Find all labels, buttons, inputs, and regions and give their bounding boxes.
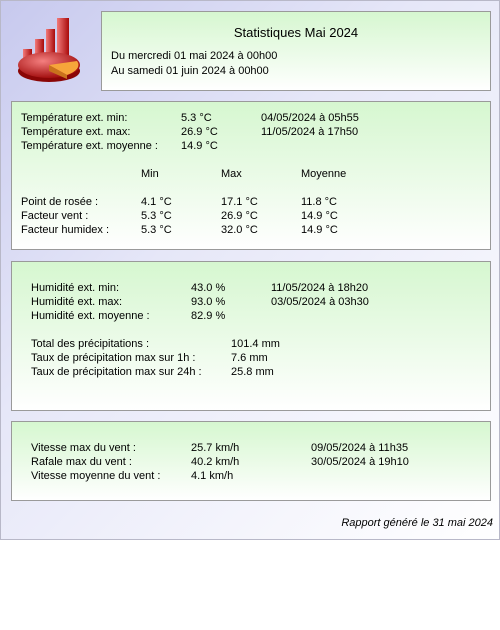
wind-avg-label: Vitesse moyenne du vent : xyxy=(31,470,161,482)
humidity-min-label: Humidité ext. min: xyxy=(31,282,120,294)
temp-min-value: 5.3 °C xyxy=(181,112,212,124)
windchill-avg: 14.9 °C xyxy=(301,210,338,222)
column-header-max: Max xyxy=(221,168,242,180)
wind-gust-date: 30/05/2024 à 19h10 xyxy=(311,456,409,468)
dewpoint-label: Point de rosée : xyxy=(21,196,99,208)
temp-max-value: 26.9 °C xyxy=(181,126,218,138)
precip-total-label: Total des précipitations : xyxy=(31,338,150,350)
humidity-max-label: Humidité ext. max: xyxy=(31,296,123,308)
humidity-avg-value: 82.9 % xyxy=(191,310,226,322)
report-footer: Rapport généré le 31 mai 2024 xyxy=(341,517,493,529)
wind-panel xyxy=(11,421,491,501)
humidity-min-value: 43.0 % xyxy=(191,282,226,294)
temp-min-label: Température ext. min: xyxy=(21,112,128,124)
humidex-max: 32.0 °C xyxy=(221,224,258,236)
humidex-label: Facteur humidex : xyxy=(21,224,110,236)
precip-max1h-label: Taux de précipitation max sur 1h : xyxy=(31,352,196,364)
temp-min-date: 04/05/2024 à 05h55 xyxy=(261,112,359,124)
precip-max24h-label: Taux de précipitation max sur 24h : xyxy=(31,366,202,378)
period-start: Du mercredi 01 mai 2024 à 00h00 xyxy=(111,50,278,62)
humidity-max-date: 03/05/2024 à 03h30 xyxy=(271,296,369,308)
header-panel xyxy=(101,11,491,91)
windchill-label: Facteur vent : xyxy=(21,210,89,222)
humidity-avg-label: Humidité ext. moyenne : xyxy=(31,310,150,322)
dewpoint-min: 4.1 °C xyxy=(141,196,172,208)
precip-max1h-value: 7.6 mm xyxy=(231,352,268,364)
report-page: Statistiques Mai 2024 Du mercredi 01 mai… xyxy=(0,0,500,540)
column-header-min: Min xyxy=(141,168,159,180)
wind-avg-value: 4.1 km/h xyxy=(191,470,234,482)
temp-avg-value: 14.9 °C xyxy=(181,140,218,152)
precip-max24h-value: 25.8 mm xyxy=(231,366,274,378)
humidity-max-value: 93.0 % xyxy=(191,296,226,308)
period-end: Au samedi 01 juin 2024 à 00h00 xyxy=(111,65,269,77)
wind-max-date: 09/05/2024 à 11h35 xyxy=(311,442,409,454)
statistics-chart-icon xyxy=(18,18,80,82)
temp-avg-label: Température ext. moyenne : xyxy=(21,140,158,152)
windchill-max: 26.9 °C xyxy=(221,210,258,222)
column-header-avg: Moyenne xyxy=(301,168,347,180)
temp-max-date: 11/05/2024 à 17h50 xyxy=(261,126,359,138)
windchill-min: 5.3 °C xyxy=(141,210,172,222)
dewpoint-max: 17.1 °C xyxy=(221,196,258,208)
humidex-avg: 14.9 °C xyxy=(301,224,338,236)
temperature-panel xyxy=(11,101,491,250)
wind-gust-label: Rafale max du vent : xyxy=(31,456,132,468)
wind-max-value: 25.7 km/h xyxy=(191,442,240,454)
humidex-min: 5.3 °C xyxy=(141,224,172,236)
wind-gust-value: 40.2 km/h xyxy=(191,456,240,468)
wind-max-label: Vitesse max du vent : xyxy=(31,442,136,454)
temp-max-label: Température ext. max: xyxy=(21,126,131,138)
humidity-panel xyxy=(11,261,491,411)
page-title: Statistiques Mai 2024 xyxy=(233,25,359,40)
dewpoint-avg: 11.8 °C xyxy=(301,196,337,208)
humidity-min-date: 11/05/2024 à 18h20 xyxy=(271,282,369,294)
precip-total-value: 101.4 mm xyxy=(231,338,280,350)
